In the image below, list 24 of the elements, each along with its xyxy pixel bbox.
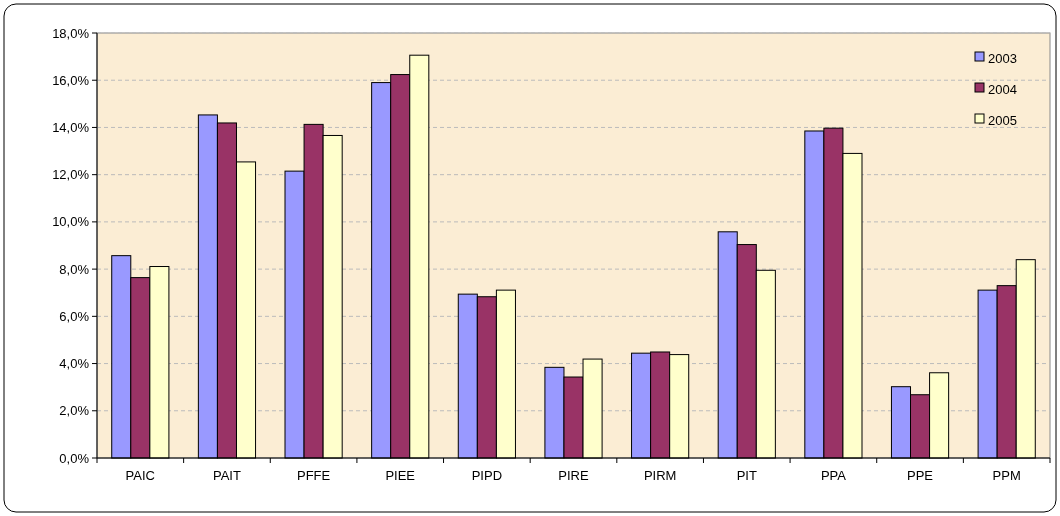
y-tick-label: 2,0% — [59, 403, 90, 419]
x-tick-label: PPM — [992, 468, 1021, 483]
x-tick-label: PPA — [820, 468, 847, 483]
y-tick-label: 14,0% — [52, 119, 90, 135]
y-tick-label: 12,0% — [52, 167, 90, 183]
legend-label: 2004 — [988, 81, 1017, 97]
x-tick-label: PFFE — [296, 468, 331, 483]
y-tick-label: 16,0% — [52, 72, 90, 88]
y-tick-label: 8,0% — [59, 261, 90, 277]
x-tick-label: PIT — [736, 468, 757, 483]
y-tick-label: 6,0% — [59, 308, 90, 324]
y-tick-label: 0,0% — [59, 450, 90, 466]
legend-label: 2005 — [988, 112, 1017, 128]
x-tick-label: PAIT — [212, 468, 241, 483]
x-tick-label: PIEE — [385, 468, 416, 483]
x-tick-label: PIRE — [558, 468, 589, 483]
y-tick-label: 4,0% — [59, 356, 90, 372]
y-tick-label: 10,0% — [52, 214, 90, 230]
y-tick-label: 18,0% — [52, 25, 90, 41]
x-tick-label: PIPD — [471, 468, 503, 483]
x-tick-label: PIRM — [643, 468, 677, 483]
legend-label: 2003 — [988, 50, 1017, 66]
x-tick-label: PPE — [907, 468, 934, 483]
x-tick-label: PAIC — [125, 468, 156, 483]
